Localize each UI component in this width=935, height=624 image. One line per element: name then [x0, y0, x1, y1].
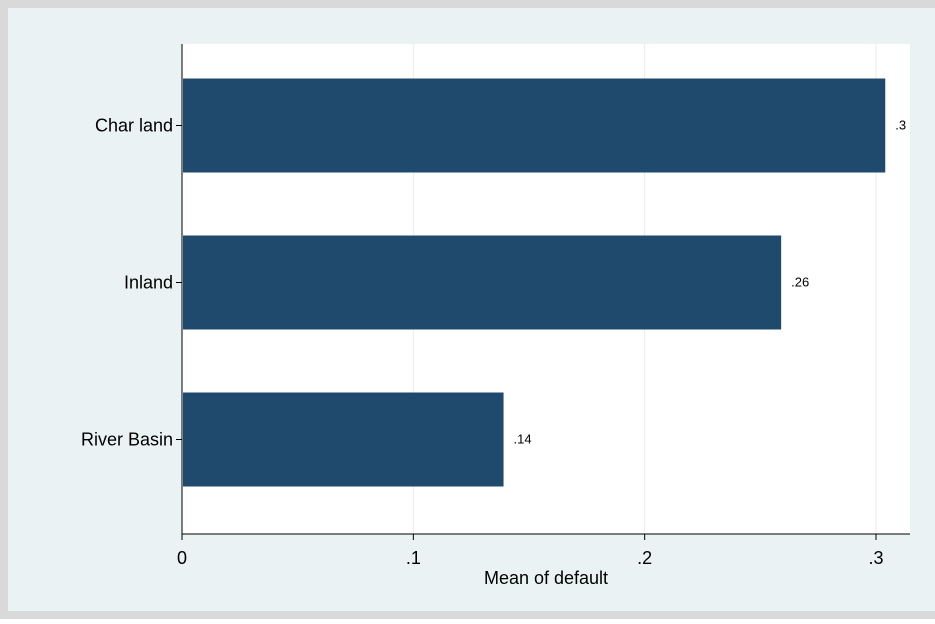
bars: [183, 78, 886, 487]
bar: [183, 78, 886, 173]
bar-value-label: .14: [514, 432, 532, 447]
category-label: Inland: [124, 273, 173, 293]
x-tick-label: 0: [177, 548, 187, 568]
bar-value-label: .3: [895, 118, 906, 133]
category-label: River Basin: [81, 430, 173, 450]
bar: [183, 235, 782, 330]
bar-value-labels: .3 .26 .14: [514, 118, 907, 447]
x-axis-ticks: 0 .1 .2 .3: [177, 534, 884, 568]
category-label: Char land: [95, 116, 173, 136]
bar: [183, 392, 504, 487]
x-axis-title: Mean of default: [484, 568, 608, 588]
y-axis-category-labels: Char land Inland River Basin: [81, 116, 182, 450]
x-tick-label: .1: [406, 548, 421, 568]
bar-value-label: .26: [791, 275, 809, 290]
x-tick-label: .2: [637, 548, 652, 568]
x-tick-label: .3: [868, 548, 883, 568]
